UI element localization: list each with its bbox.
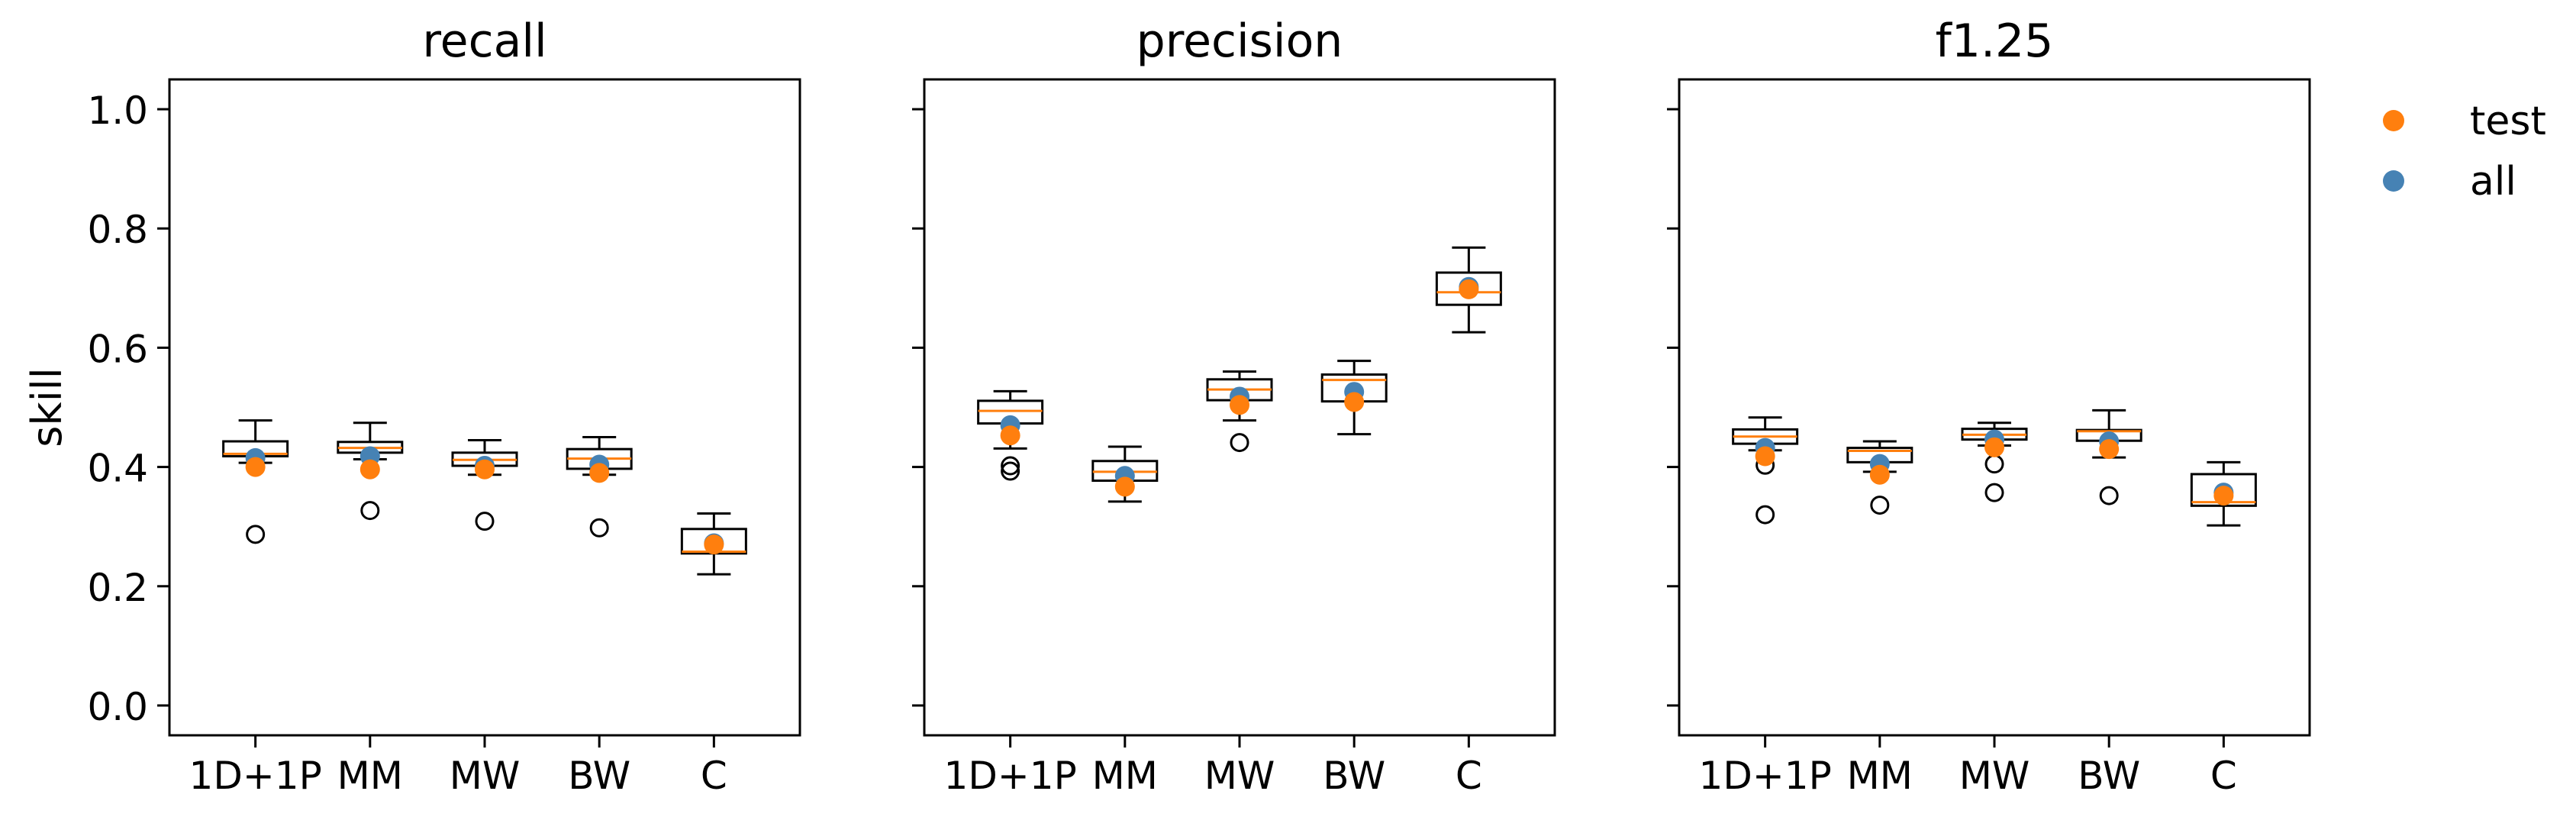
y-tick-label: 1.0 [87,89,148,133]
outlier-point [475,512,495,531]
point-test-C [704,534,724,555]
point-test-BW [2099,439,2120,460]
axes-frame [168,78,801,737]
box-iqr [2190,473,2257,507]
point-test-MM [1869,464,1890,485]
point-test-MW [1984,437,2004,457]
x-tick-label: C [1456,754,1482,798]
outlier-point [2099,486,2119,505]
legend-label-all: all [2470,159,2516,205]
y-tick-label: 0.6 [87,327,148,371]
x-tick-label: MM [337,754,403,798]
outlier-point [1230,433,1249,453]
x-tick-label: C [2210,754,2237,798]
point-test-MM [1114,476,1135,497]
chart-panel-recall: recall skill 0.0 0.2 0.4 0.6 0.8 1.0 1D+1P MM MW BW… [23,15,801,798]
x-tick-label: MW [1204,754,1275,798]
point-test-1D+1P [1000,425,1020,446]
outlier-point [246,525,266,544]
y-axis-label: skill [23,367,71,447]
y-tick-label: 0.8 [87,208,148,252]
point-test-BW [589,463,610,483]
x-tick-label: MM [1092,754,1158,798]
box-iqr [1435,271,1502,306]
outlier-point [360,501,380,521]
point-test-C [2213,486,2234,506]
outlier-point [1755,505,1775,525]
y-tick-label: 0.2 [87,566,148,610]
chart-panel-f1-25: f1.25 1D+1P MM MW BW C [1667,15,2311,798]
y-tick-label: 0.0 [87,685,148,729]
outlier-point [589,518,609,538]
x-tick-label: MM [1847,754,1913,798]
point-test-MW [475,459,495,480]
point-test-BW [1344,392,1365,412]
legend-marker-test [2383,110,2404,131]
point-test-1D+1P [1755,446,1775,467]
point-test-C [1459,279,1479,299]
legend: test all [2383,98,2546,205]
x-tick-label: BW [568,754,630,798]
outlier-point [1984,483,2004,502]
outlier-point [1870,496,1890,515]
x-tick-label: 1D+1P [189,754,322,798]
axes-frame [923,78,1556,737]
chart-panel-precision: precision 1D+1P MM MW BW C [912,15,1556,798]
chart-title: precision [1136,15,1343,68]
point-test-MW [1230,395,1249,415]
point-test-MM [359,459,380,480]
x-tick-label: 1D+1P [944,754,1077,798]
x-tick-label: C [701,754,727,798]
x-tick-label: BW [1323,754,1385,798]
legend-label-test: test [2470,98,2546,144]
outlier-point [1001,456,1020,476]
chart-title: recall [422,15,546,68]
y-tick-label: 0.4 [87,447,148,491]
x-tick-label: MW [450,754,521,798]
axes-frame [1678,78,2311,737]
chart-panels: recall skill 0.0 0.2 0.4 0.6 0.8 1.0 1D+1P MM MW BW… [23,15,2311,798]
outlier-point [1001,461,1020,481]
x-tick-label: 1D+1P [1699,754,1832,798]
chart-title: f1.25 [1936,15,2054,68]
x-tick-label: BW [2078,754,2140,798]
point-test-1D+1P [245,457,266,477]
x-tick-label: MW [1959,754,2030,798]
legend-marker-all [2383,170,2404,192]
